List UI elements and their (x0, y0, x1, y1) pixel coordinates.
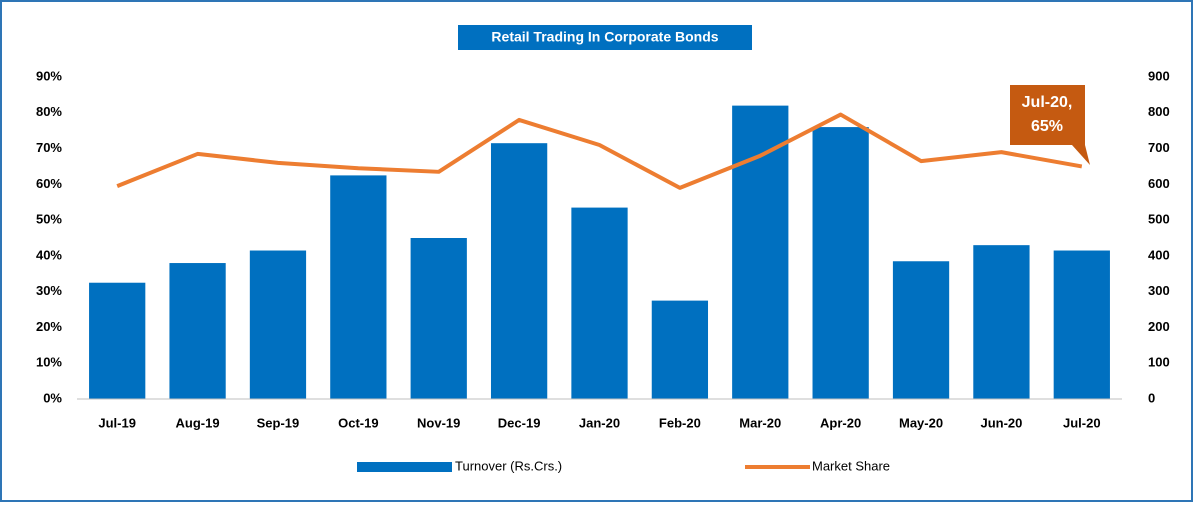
y-tick-label: 40% (36, 247, 62, 262)
title-box (458, 25, 752, 50)
y-tick-label: 10% (36, 355, 62, 370)
bar (892, 261, 950, 399)
y2-tick-label: 500 (1148, 212, 1170, 227)
x-tick-label: Nov-19 (417, 415, 460, 430)
bar (973, 245, 1030, 399)
x-tick-label: Sep-19 (257, 415, 300, 430)
y-tick-label: 0% (43, 390, 62, 405)
y2-tick-label: 0 (1148, 390, 1155, 405)
x-tick-label: Dec-19 (498, 415, 541, 430)
x-tick-label: Jul-20 (1063, 415, 1101, 430)
y-tick-label: 80% (36, 104, 62, 119)
x-tick-label: Jul-19 (98, 415, 136, 430)
y2-tick-label: 900 (1148, 68, 1170, 83)
bar (651, 300, 709, 399)
y2-tick-label: 600 (1148, 176, 1170, 191)
line (116, 112, 1083, 190)
annotation: 65% (1031, 118, 1063, 135)
y-tick-label: 90% (36, 68, 62, 83)
x-tick-label: Jan-20 (579, 415, 620, 430)
x-tick-label: Feb-20 (659, 415, 701, 430)
y-tick-label: 30% (36, 283, 62, 298)
y2-tick-label: 200 (1148, 319, 1170, 334)
x-tick-label: Mar-20 (739, 415, 781, 430)
y-tick-label: 60% (36, 176, 62, 191)
y2-tick-label: 300 (1148, 283, 1170, 298)
x-tick-label: Oct-19 (338, 415, 378, 430)
annotation: Jul-20, (1022, 94, 1073, 111)
y-tick-label: 70% (36, 140, 62, 155)
x-tick-label: Apr-20 (820, 415, 861, 430)
bar (490, 143, 548, 399)
legend-swatch (357, 462, 452, 472)
y-tick-label: 20% (36, 319, 62, 334)
bar (732, 105, 789, 399)
callout-box (1010, 85, 1090, 165)
y2-tick-label: 100 (1148, 355, 1170, 370)
legend-label: Turnover (Rs.Crs.) (455, 458, 562, 473)
y-tick-label: 50% (36, 212, 62, 227)
legend-label: Market Share (812, 458, 890, 473)
bar (89, 282, 146, 399)
bar (812, 127, 869, 399)
bar (330, 175, 387, 399)
y2-tick-label: 800 (1148, 104, 1170, 119)
bar (249, 250, 307, 399)
x-tick-label: Aug-19 (176, 415, 220, 430)
bar (571, 207, 628, 399)
bar (1053, 250, 1110, 399)
bar (169, 263, 226, 399)
chart-title: Retail Trading In Corporate Bonds (491, 29, 718, 45)
y2-tick-label: 700 (1148, 140, 1170, 155)
x-tick-label: May-20 (899, 415, 943, 430)
x-tick-label: Jun-20 (980, 415, 1022, 430)
y2-tick-label: 400 (1148, 247, 1170, 262)
bar (410, 238, 467, 399)
